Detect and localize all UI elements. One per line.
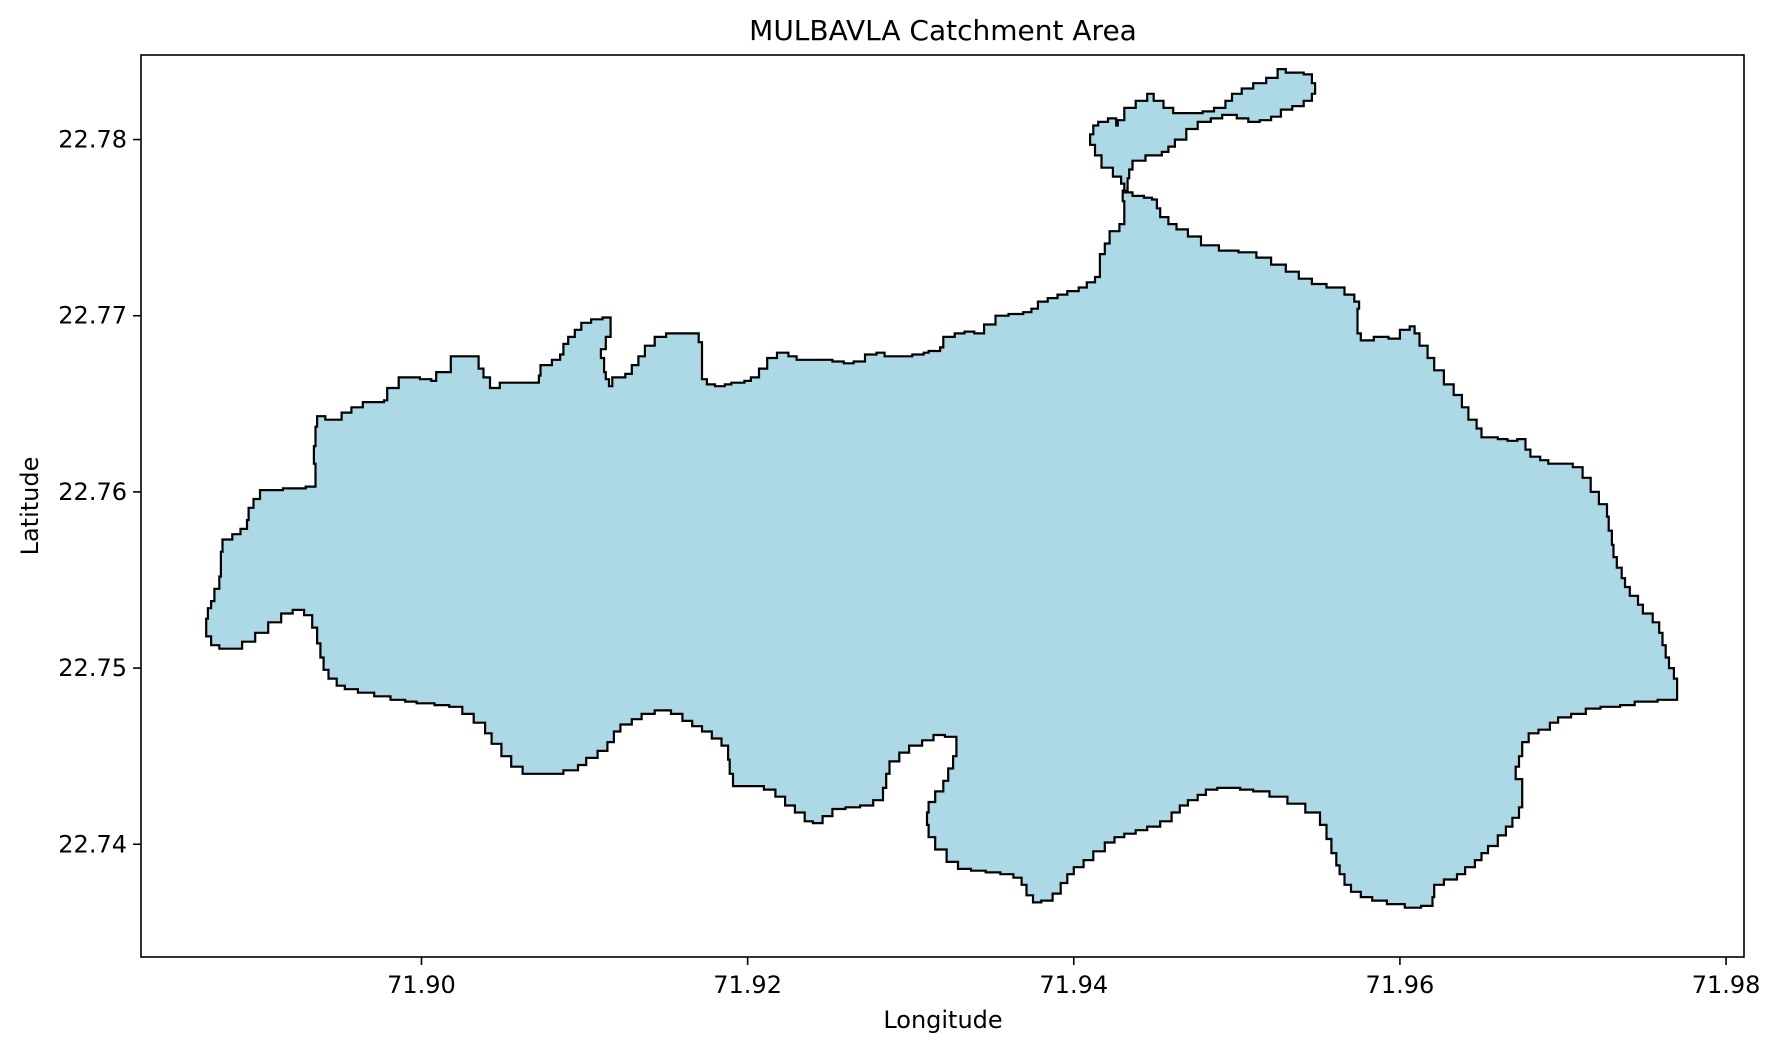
x-tick-label: 71.92	[713, 971, 782, 999]
map-title: MULBAVLA Catchment Area	[749, 14, 1137, 47]
x-axis-label: Longitude	[883, 1006, 1002, 1034]
y-tick-label: 22.78	[58, 126, 127, 154]
y-tick-label: 22.77	[58, 302, 127, 330]
catchment-polygon	[205, 68, 1679, 909]
y-tick-label: 22.75	[58, 654, 127, 682]
x-tick-label: 71.98	[1692, 971, 1761, 999]
y-axis-ticks: 22.74 22.75 22.76 22.77 22.78	[58, 126, 141, 858]
axes-frame	[140, 54, 1745, 958]
x-tick-label: 71.90	[387, 971, 456, 999]
x-tick-label: 71.96	[1366, 971, 1435, 999]
x-axis-ticks: 71.90 71.92 71.94 71.96 71.98	[387, 957, 1760, 999]
plot-area	[140, 54, 1745, 958]
y-tick-label: 22.76	[58, 478, 127, 506]
y-axis-label: Latitude	[16, 457, 44, 556]
y-tick-label: 22.74	[58, 830, 127, 858]
x-tick-label: 71.94	[1039, 971, 1108, 999]
